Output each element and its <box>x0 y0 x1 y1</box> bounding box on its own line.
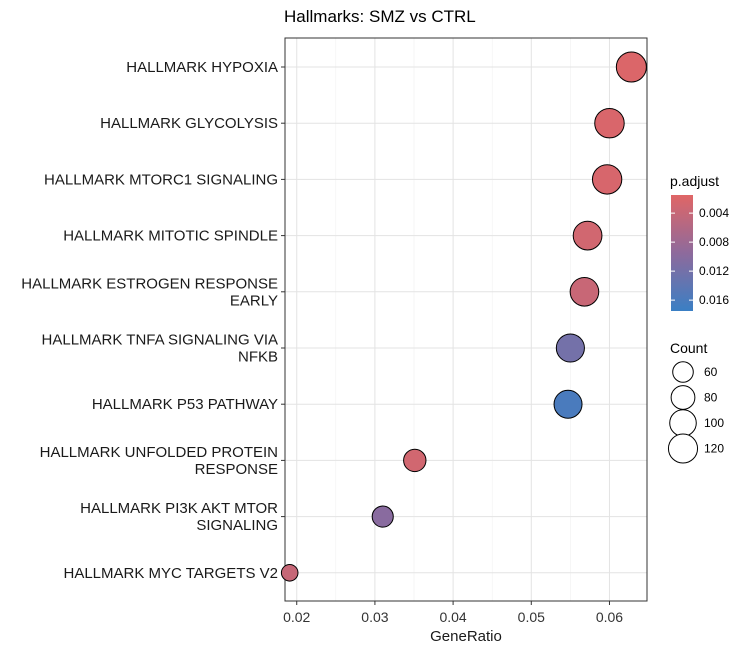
data-point <box>371 505 394 528</box>
data-point <box>555 333 585 363</box>
x-tick-label: 0.06 <box>596 609 623 625</box>
y-axis-ticks <box>281 66 285 574</box>
size-legend: Count 60 80 100 120 <box>667 340 724 464</box>
data-point <box>591 164 623 195</box>
x-tick-label: 0.04 <box>439 609 466 625</box>
color-legend-bar <box>671 195 693 311</box>
x-tick-label: 0.02 <box>283 609 310 625</box>
color-legend-label: 0.008 <box>699 235 729 249</box>
y-tick-label: HALLMARK MYC TARGETS V2 <box>64 565 279 582</box>
data-points <box>280 51 647 582</box>
x-axis-title: GeneRatio <box>430 628 502 645</box>
size-legend-circle <box>669 409 697 437</box>
data-point <box>553 389 583 419</box>
data-point <box>569 276 600 307</box>
data-point <box>403 448 427 473</box>
color-legend-label: 0.016 <box>699 293 729 307</box>
plot-panel-border <box>284 37 648 602</box>
data-point <box>572 220 603 251</box>
x-axis-ticks: 0.02 0.03 0.04 0.05 0.06 <box>283 601 623 625</box>
y-tick-label: HALLMARK UNFOLDED PROTEIN RESPONSE <box>40 444 278 478</box>
y-tick-label: HALLMARK P53 PATHWAY <box>92 396 278 413</box>
y-tick-label: HALLMARK ESTROGEN RESPONSE EARLY <box>21 275 278 309</box>
size-legend-circle <box>672 361 694 383</box>
y-tick-label: HALLMARK GLYCOLYSIS <box>100 115 278 132</box>
color-legend-ticks: 0.004 0.008 0.012 0.016 <box>671 206 729 307</box>
size-legend-label: 60 <box>704 365 718 379</box>
size-legend-keys: 60 80 100 120 <box>667 361 724 464</box>
x-tick-label: 0.03 <box>361 609 388 625</box>
color-legend-label: 0.012 <box>699 264 729 278</box>
y-tick-label: HALLMARK TNFA SIGNALING VIA NFKB <box>42 332 278 366</box>
size-legend-label: 120 <box>704 442 724 456</box>
color-legend-title: p.adjust <box>670 173 719 189</box>
y-tick-label: HALLMARK HYPOXIA <box>126 59 278 76</box>
color-legend-label: 0.004 <box>699 206 729 220</box>
data-point <box>280 564 299 582</box>
size-legend-circle <box>670 385 696 410</box>
grid-lines <box>285 38 647 601</box>
y-axis-labels: HALLMARK HYPOXIA HALLMARK GLYCOLYSIS HALLM… <box>21 59 278 582</box>
color-legend: p.adjust 0.004 0.008 0.012 0.016 <box>670 173 729 311</box>
data-point <box>615 51 647 83</box>
size-legend-label: 100 <box>704 416 724 430</box>
y-tick-label: HALLMARK MITOTIC SPINDLE <box>63 228 278 245</box>
y-tick-label: HALLMARK PI3K AKT MTOR SIGNALING <box>80 500 278 534</box>
data-point <box>594 107 625 139</box>
size-legend-label: 80 <box>704 391 718 405</box>
y-tick-label: HALLMARK MTORC1 SIGNALING <box>44 171 278 188</box>
chart-title: Hallmarks: SMZ vs CTRL <box>284 7 476 26</box>
size-legend-circle <box>667 433 699 464</box>
size-legend-title: Count <box>670 340 707 356</box>
x-tick-label: 0.05 <box>518 609 545 625</box>
